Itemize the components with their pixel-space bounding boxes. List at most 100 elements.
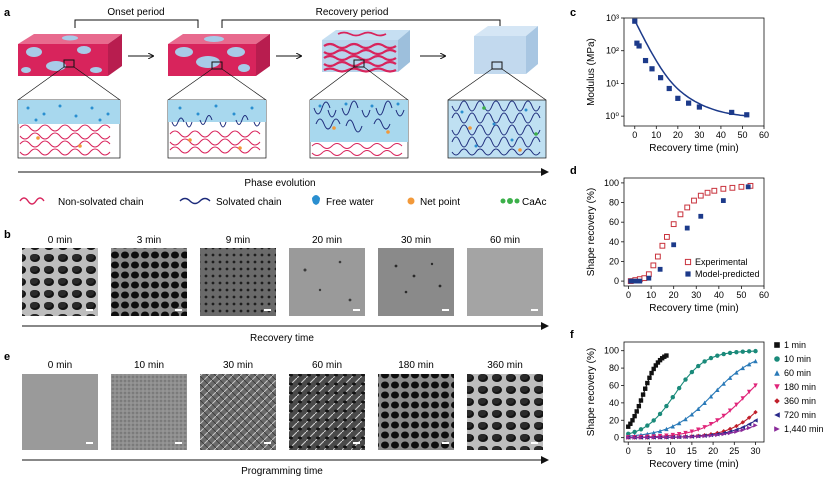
data-point xyxy=(708,422,714,427)
legend-swatch xyxy=(774,426,780,432)
x-tick-label: 20 xyxy=(708,446,718,456)
sem-programming-time-label: 60 min xyxy=(312,360,342,371)
data-point xyxy=(651,366,656,372)
legend-label: Experimental xyxy=(695,257,748,267)
data-point xyxy=(670,424,675,429)
data-point xyxy=(702,400,707,405)
sem-recovery-30min xyxy=(378,248,454,316)
data-point xyxy=(657,266,663,272)
data-point xyxy=(729,109,735,116)
data-point xyxy=(740,396,745,401)
data-point xyxy=(738,183,745,190)
data-point xyxy=(666,85,672,92)
legend-free-water: Free water xyxy=(326,197,374,208)
legend-label: 1 min xyxy=(784,340,806,350)
sem-recovery-0min xyxy=(22,248,98,316)
net-point-icon xyxy=(407,197,415,205)
data-point xyxy=(670,395,675,400)
plot-frame xyxy=(623,177,765,287)
legend-non-solvated-chain: Non-solvated chain xyxy=(58,197,144,208)
x-tick-label: 40 xyxy=(714,290,724,300)
data-point xyxy=(689,429,695,434)
data-point xyxy=(684,204,691,211)
data-point xyxy=(708,394,714,399)
sem-programming-60min xyxy=(289,374,365,450)
data-point xyxy=(696,427,701,432)
chart-d: d 0 10 20 30 40 50 60 0 20 40 60 80 100 Recovery time… xyxy=(570,165,769,314)
y-tick-label: 10³ xyxy=(606,13,619,23)
y-tick-label: 0 xyxy=(614,433,619,443)
data-point xyxy=(753,418,758,423)
data-point xyxy=(753,358,758,364)
plot-frame xyxy=(623,17,765,127)
data-point xyxy=(630,418,635,423)
plot-frame xyxy=(623,341,765,443)
data-point xyxy=(721,413,726,419)
sem-programming-time-label: 0 min xyxy=(48,360,72,371)
y-axis-label: Shape recovery (%) xyxy=(586,348,597,436)
panel-a-label: a xyxy=(4,7,11,19)
legend-swatch xyxy=(774,412,780,418)
x-tick-label: 30 xyxy=(691,290,701,300)
x-axis-label: Recovery time (min) xyxy=(649,143,738,154)
data-point xyxy=(628,421,633,426)
block-stage-4 xyxy=(474,26,538,74)
data-point xyxy=(640,392,646,397)
sem-recovery-images xyxy=(22,248,543,316)
zoom-box-1 xyxy=(17,99,121,159)
data-point xyxy=(734,427,739,432)
legend-net-point: Net point xyxy=(420,197,460,208)
sem-programming-360min xyxy=(467,374,543,450)
data-point xyxy=(664,426,669,432)
fit-curve xyxy=(634,20,747,117)
data-point xyxy=(636,403,642,409)
data-point xyxy=(704,189,711,196)
data-point xyxy=(664,353,669,358)
sem-programming-time-label: 30 min xyxy=(223,360,253,371)
onset-period-label: Onset period xyxy=(107,7,164,18)
sem-recovery-time-label: 0 min xyxy=(48,235,72,246)
data-point xyxy=(702,425,707,430)
legend-swatch xyxy=(774,342,780,348)
data-point xyxy=(746,349,752,354)
x-tick-label: 25 xyxy=(729,446,739,456)
x-tick-label: 0 xyxy=(626,290,631,300)
x-tick-label: 15 xyxy=(687,446,697,456)
data-point xyxy=(740,365,745,371)
sem-recovery-time-label: 30 min xyxy=(401,235,431,246)
x-tick-label: 20 xyxy=(673,130,683,140)
legend-swatch xyxy=(774,356,780,362)
data-point xyxy=(632,18,638,24)
data-point xyxy=(645,380,650,386)
data-point xyxy=(676,420,682,426)
panel-a: a Onset period Recovery period xyxy=(4,7,549,208)
data-point xyxy=(715,432,720,438)
data-point xyxy=(708,433,714,438)
data-point xyxy=(638,427,644,432)
sem-recovery-time-label: 20 min xyxy=(312,235,342,246)
data-point xyxy=(734,429,739,434)
x-tick-label: 30 xyxy=(694,130,704,140)
data-point xyxy=(702,359,707,364)
sem-programming-images xyxy=(22,374,543,450)
data-point xyxy=(646,275,652,281)
legend-label: 180 min xyxy=(784,382,816,392)
data-point xyxy=(746,422,752,427)
y-tick-label: 60 xyxy=(609,380,619,390)
zoom-box-4 xyxy=(447,99,547,159)
data-point xyxy=(740,425,745,430)
y-tick-label: 10² xyxy=(606,46,619,56)
data-point xyxy=(683,377,688,382)
data-point xyxy=(729,184,736,191)
panel-b: b 0 min 3 min 9 min 20 min 30 min 60 min Reco… xyxy=(4,229,549,344)
legend-swatch xyxy=(685,271,691,277)
data-point xyxy=(727,408,733,413)
y-tick-label: 0 xyxy=(614,276,619,286)
x-tick-label: 50 xyxy=(737,130,747,140)
data-point xyxy=(740,427,745,433)
legend-solvated-swatch xyxy=(179,197,211,205)
y-tick-label: 40 xyxy=(609,398,619,408)
y-tick-label: 60 xyxy=(609,217,619,227)
data-point xyxy=(727,350,733,356)
